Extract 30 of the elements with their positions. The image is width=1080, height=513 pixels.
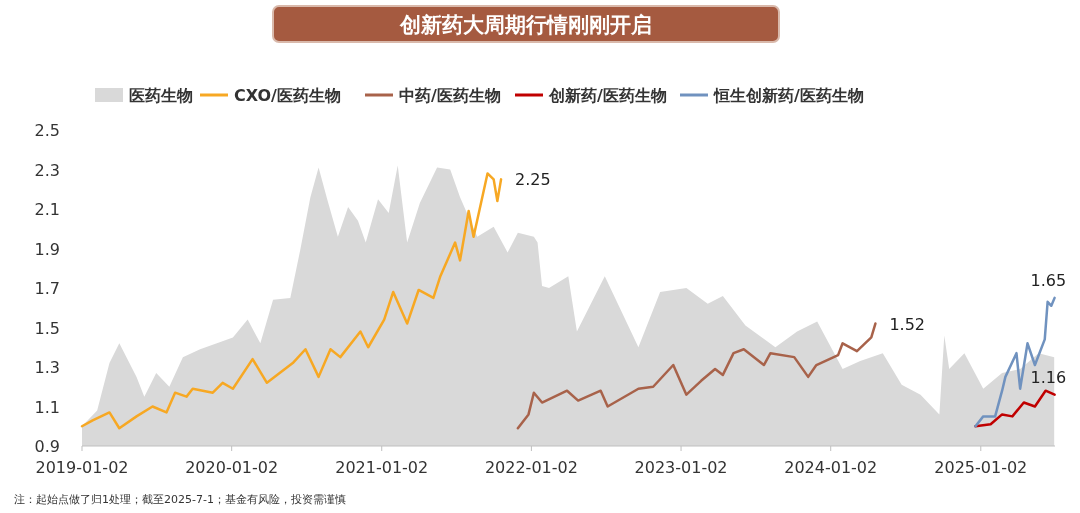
- y-tick-label: 0.9: [34, 437, 60, 456]
- legend-label: 恒生创新药/医药生物: [713, 86, 864, 105]
- x-tick-label: 2019-01-02: [35, 458, 129, 477]
- legend-label: CXO/医药生物: [234, 86, 341, 105]
- line-series: [516, 322, 877, 430]
- annotation: 1.65: [1030, 270, 1067, 290]
- x-tick-label: 2021-01-02: [335, 458, 429, 477]
- y-tick-label: 1.3: [34, 358, 60, 377]
- text: 注：起始点做了归1处理；截至2025-7-1；基金有风险，投资需谨慎: [14, 493, 346, 506]
- y-tick-label: 2.1: [34, 200, 60, 219]
- x-tick-label: 2023-01-02: [634, 458, 728, 477]
- legend-label: 创新药/医药生物: [548, 86, 667, 105]
- x-tick-label: 2020-01-02: [185, 458, 279, 477]
- x-tick-label: 2024-01-02: [784, 458, 878, 477]
- legend-label: 中药/医药生物: [399, 86, 501, 105]
- y-tick-label: 2.3: [34, 160, 60, 180]
- line-series: [80, 172, 503, 430]
- x-tick-label: 2022-01-02: [484, 458, 578, 477]
- y-tick-label: 1.7: [34, 279, 60, 298]
- legend-label: 医药生物: [129, 86, 193, 105]
- annotation: 1.16: [1030, 367, 1067, 387]
- chart-title: 创新药大周期行情刚刚开启: [399, 13, 652, 37]
- y-tick-label: 1.5: [34, 318, 60, 338]
- y-tick-label: 2.5: [34, 121, 60, 140]
- x-tick-label: 2025-01-02: [934, 458, 1028, 477]
- y-tick-label: 1.1: [34, 397, 60, 417]
- line-series: [974, 389, 1056, 428]
- annotation: 2.25: [515, 170, 551, 190]
- y-tick-label: 1.9: [34, 239, 60, 259]
- annotation: 1.52: [889, 314, 926, 334]
